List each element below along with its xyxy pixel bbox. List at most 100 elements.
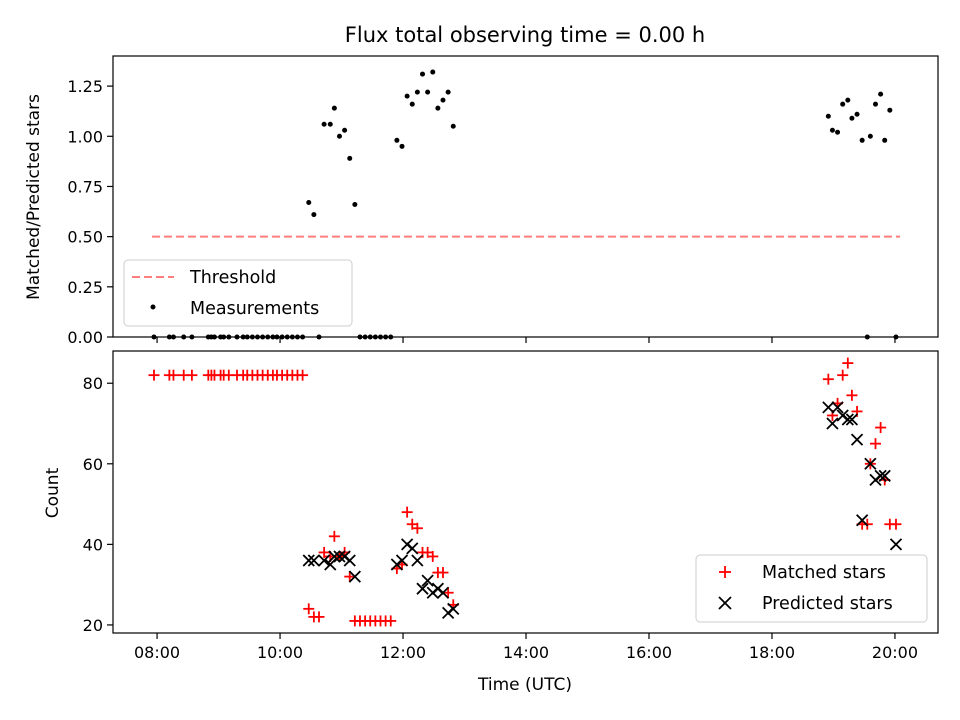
measurements-point [300, 334, 306, 340]
y-tick-label: 0.25 [67, 278, 103, 297]
measurements-point [189, 334, 195, 340]
measurements-point [279, 334, 285, 340]
y-tick-label: 0.00 [67, 328, 103, 347]
matched-stars-point [875, 422, 887, 434]
legend-matched-swatch [719, 566, 731, 578]
measurements-point [342, 127, 348, 133]
measurements-point [893, 334, 899, 340]
matched-stars-point [890, 518, 902, 530]
measurements-point [450, 123, 456, 129]
measurements-point [835, 129, 841, 135]
predicted-stars-point [889, 538, 903, 551]
measurements-point [234, 334, 240, 340]
matched-stars-point [837, 369, 849, 381]
predicted-stars-point [406, 542, 419, 555]
y-tick-label: 1.25 [67, 77, 103, 96]
legend-predicted-swatch [718, 596, 732, 610]
measurements-point [321, 121, 327, 127]
y-tick-label: 1.00 [67, 127, 103, 146]
measurements-point [849, 115, 855, 121]
y-tick-label: 20 [83, 616, 103, 635]
chart-title: Flux total observing time = 0.00 h [345, 23, 705, 47]
predicted-stars-point [874, 469, 887, 483]
x-tick-label: 20:00 [872, 643, 918, 662]
legend-predicted-label: Predicted stars [762, 594, 893, 614]
predicted-stars-point [826, 417, 839, 430]
measurements-point [399, 143, 405, 149]
bottom-x-axis: 08:00 10:00 12:00 14:00 16:00 18:00 20:00 [134, 633, 918, 662]
measurements-point [274, 334, 280, 340]
measurements-point [445, 89, 451, 95]
measurements-point [854, 111, 860, 117]
measurements-point [327, 121, 333, 127]
measurements-point [362, 334, 368, 340]
measurements-point [825, 113, 831, 119]
top-plot-area: 0.00 0.25 0.50 0.75 1.00 1.25 Matched/Predict… [24, 55, 939, 347]
y-tick-label: 0.50 [67, 228, 103, 247]
top-legend-box [123, 259, 353, 327]
bottom-legend: Matched stars Predicted stars [695, 554, 928, 623]
measurements-point [289, 334, 295, 340]
predicted-stars-point [831, 401, 844, 414]
top-x-axis [156, 337, 896, 343]
measurements-point [864, 334, 870, 340]
predicted-stars-point [856, 514, 869, 527]
matched-stars-point [411, 522, 423, 534]
matched-stars-point [344, 571, 356, 583]
measurements-point [829, 127, 835, 133]
measurements-point [211, 334, 217, 340]
measurements-point [388, 334, 394, 340]
predicted-stars-point [822, 401, 835, 414]
matched-stars-point [186, 369, 198, 381]
matched-stars-point [869, 438, 881, 450]
predicted-stars-point [302, 554, 315, 567]
x-tick-label: 12:00 [380, 643, 426, 662]
bottom-plot-area: 20 40 60 80 08:00 10:00 12:00 14:00 16:00 18:00 2… [43, 350, 939, 695]
predicted-stars-point [348, 570, 361, 583]
measurements-point [265, 334, 271, 340]
measurements-point [270, 334, 276, 340]
legend-measurements-label: Measurements [190, 299, 319, 319]
top-y-axis-label: Matched/Predicted stars [24, 94, 44, 300]
measurements-point [221, 334, 227, 340]
top-legend: Threshold Measurements [123, 259, 353, 327]
measurements-point [867, 133, 873, 139]
measurements-point [430, 69, 436, 75]
bottom-plot-marks [148, 357, 903, 627]
measurements-point [420, 71, 426, 77]
predicted-stars-point [447, 602, 460, 615]
matched-stars-point [167, 369, 179, 381]
measurements-point [845, 97, 851, 103]
measurements-point [181, 334, 187, 340]
measurements-point [383, 334, 389, 340]
measurements-point [404, 93, 410, 99]
measurements-point [887, 107, 893, 113]
predicted-stars-point [343, 554, 356, 567]
matched-stars-point [442, 587, 454, 599]
measurements-point [336, 133, 342, 139]
measurements-point [226, 334, 232, 340]
predicted-stars-point [416, 582, 429, 595]
matched-stars-point [385, 615, 397, 627]
measurements-point [878, 91, 884, 97]
predicted-stars-point [421, 574, 434, 587]
predicted-stars-point [333, 550, 346, 563]
measurements-point [284, 334, 290, 340]
matched-stars-point [313, 611, 325, 623]
x-tick-label: 08:00 [134, 643, 180, 662]
measurements-point [409, 101, 415, 107]
legend-threshold-label: Threshold [189, 268, 276, 288]
measurements-point [367, 334, 373, 340]
measurements-point [260, 334, 266, 340]
measurements-point [872, 101, 878, 107]
predicted-stars-point [317, 554, 331, 567]
measurements-point [151, 334, 157, 340]
x-tick-label: 18:00 [749, 643, 795, 662]
x-tick-label: 14:00 [503, 643, 549, 662]
predicted-stars-point [841, 413, 854, 426]
y-tick-label: 80 [83, 374, 103, 393]
predicted-stars-point [307, 554, 321, 567]
measurements-point [435, 105, 441, 111]
x-axis-label: Time (UTC) [477, 675, 572, 695]
